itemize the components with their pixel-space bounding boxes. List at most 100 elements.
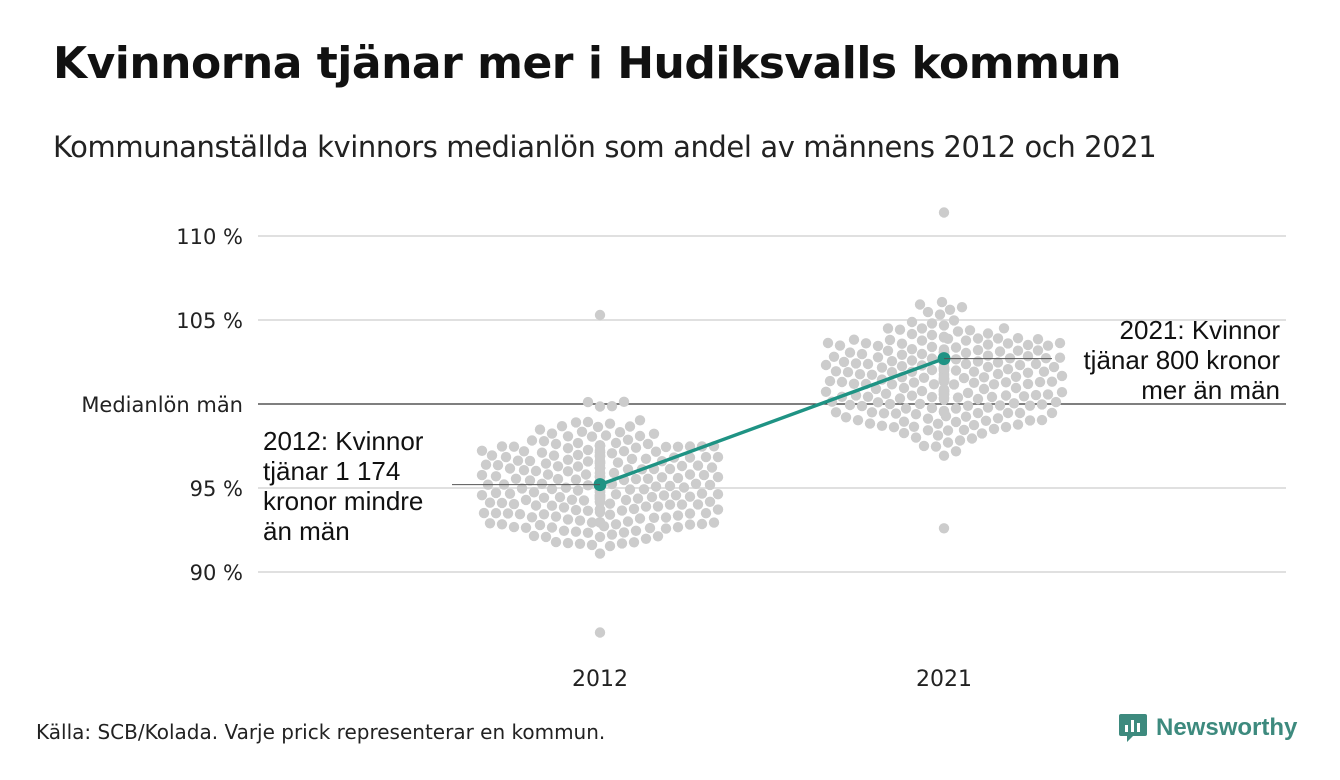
municipality-dot bbox=[526, 512, 538, 523]
municipality-dot bbox=[906, 328, 918, 340]
municipality-dot bbox=[938, 450, 950, 461]
municipality-dot bbox=[822, 337, 834, 349]
municipality-dot bbox=[982, 402, 994, 413]
municipality-dot bbox=[928, 379, 940, 390]
municipality-dot bbox=[1000, 377, 1012, 388]
municipality-dot bbox=[592, 421, 604, 433]
municipality-dot bbox=[948, 379, 960, 390]
municipality-dot bbox=[524, 475, 536, 486]
municipality-dot bbox=[546, 483, 558, 495]
municipality-dot bbox=[700, 451, 712, 463]
municipality-dot bbox=[534, 519, 546, 531]
municipality-dot bbox=[538, 492, 550, 503]
municipality-dot bbox=[922, 413, 934, 424]
municipality-dot bbox=[526, 435, 538, 446]
municipality-dot bbox=[906, 390, 918, 401]
municipality-dot bbox=[560, 482, 572, 493]
municipality-dot bbox=[586, 517, 598, 528]
municipality-dot bbox=[664, 463, 676, 475]
municipality-dot bbox=[1054, 352, 1066, 363]
annotation-line: tjänar 1 174 bbox=[263, 456, 400, 486]
municipality-dot bbox=[1050, 396, 1062, 408]
municipality-dot bbox=[586, 431, 598, 442]
municipality-dot bbox=[992, 357, 1004, 368]
municipality-dot bbox=[878, 408, 890, 419]
municipality-dot bbox=[552, 461, 564, 472]
municipality-dot bbox=[542, 469, 554, 480]
municipality-dot bbox=[678, 482, 690, 493]
municipality-dot bbox=[914, 398, 926, 410]
municipality-dot bbox=[562, 443, 574, 454]
municipality-dot bbox=[972, 407, 984, 419]
municipality-dot bbox=[926, 329, 938, 341]
annotation-line: 2021: Kvinnor bbox=[1120, 315, 1281, 345]
municipality-dot bbox=[842, 367, 854, 378]
municipality-dot bbox=[830, 407, 842, 418]
municipality-dot bbox=[652, 531, 664, 542]
municipality-dot bbox=[614, 427, 626, 438]
municipality-dot bbox=[916, 323, 928, 334]
municipality-dot bbox=[672, 510, 684, 521]
municipality-dot bbox=[572, 437, 584, 449]
municipality-dot bbox=[648, 428, 660, 439]
source-note: Källa: SCB/Kolada. Varje prick represent… bbox=[36, 720, 606, 744]
municipality-dot bbox=[650, 481, 662, 492]
municipality-dot bbox=[972, 333, 984, 344]
municipality-dot bbox=[684, 469, 696, 480]
municipality-dot bbox=[490, 471, 502, 482]
municipality-dot bbox=[570, 504, 582, 516]
municipality-dot bbox=[956, 302, 968, 313]
municipality-dot bbox=[630, 473, 642, 485]
municipality-dot bbox=[496, 519, 508, 530]
municipality-dot bbox=[634, 513, 646, 524]
municipality-dot bbox=[634, 415, 646, 426]
municipality-dot bbox=[830, 366, 842, 377]
municipality-dot bbox=[536, 447, 548, 458]
municipality-dot bbox=[518, 465, 530, 476]
municipality-dot bbox=[604, 418, 616, 429]
municipality-dot bbox=[562, 514, 574, 525]
municipality-dot bbox=[712, 451, 724, 463]
municipality-dot bbox=[562, 431, 574, 442]
brand-logo[interactable]: Newsworthy bbox=[1118, 712, 1297, 744]
municipality-dot bbox=[862, 358, 874, 370]
municipality-dot bbox=[578, 495, 590, 506]
y-tick-label: Medianlön män bbox=[81, 393, 243, 417]
municipality-dot bbox=[1056, 370, 1068, 382]
municipality-dot bbox=[700, 508, 712, 519]
municipality-dot bbox=[992, 368, 1004, 380]
municipality-dot bbox=[594, 548, 606, 559]
municipality-dot bbox=[836, 376, 848, 388]
municipality-dot bbox=[504, 488, 516, 499]
municipality-dot bbox=[552, 473, 564, 485]
municipality-dot bbox=[894, 324, 906, 335]
municipality-dot bbox=[480, 459, 492, 470]
municipality-dot bbox=[918, 372, 930, 383]
municipality-dot bbox=[706, 462, 718, 473]
municipality-dot bbox=[1046, 407, 1058, 419]
municipality-dot bbox=[972, 344, 984, 356]
municipality-dot bbox=[926, 391, 938, 403]
municipality-dot bbox=[922, 425, 934, 436]
municipality-dot bbox=[926, 318, 938, 329]
municipality-dot bbox=[606, 529, 618, 540]
municipality-dot bbox=[898, 382, 910, 394]
municipality-dot bbox=[848, 334, 860, 345]
municipality-dot bbox=[708, 517, 720, 528]
municipality-dot bbox=[622, 516, 634, 527]
municipality-dot bbox=[866, 407, 878, 418]
municipality-dot bbox=[618, 396, 630, 407]
municipality-dot bbox=[594, 440, 606, 451]
municipality-dot bbox=[704, 496, 716, 507]
municipality-dot bbox=[1002, 364, 1014, 375]
municipality-dot bbox=[844, 399, 856, 411]
annotation-line: kronor mindre bbox=[263, 486, 423, 516]
municipality-dot bbox=[906, 344, 918, 355]
municipality-dot bbox=[672, 441, 684, 452]
municipality-dot bbox=[886, 356, 898, 367]
municipality-dot bbox=[712, 489, 724, 500]
municipality-dot bbox=[1030, 389, 1042, 401]
municipality-dot bbox=[866, 369, 878, 380]
municipality-dot bbox=[648, 512, 660, 523]
x-tick-label: 2021 bbox=[916, 667, 972, 692]
